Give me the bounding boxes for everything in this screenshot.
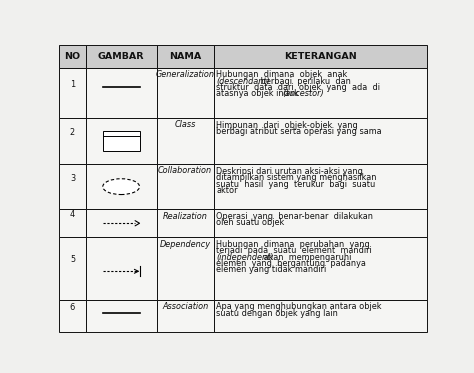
Text: atasnya objek induk: atasnya objek induk	[217, 89, 302, 98]
Text: Deskripsi dari urutan aksi-aksi yang: Deskripsi dari urutan aksi-aksi yang	[217, 167, 364, 176]
Text: Dependency: Dependency	[160, 239, 210, 248]
Text: Association: Association	[162, 302, 208, 311]
Bar	[156, 209, 213, 237]
Text: (independent): (independent)	[217, 253, 274, 262]
Text: berbagi atribut serta operasi yang sama: berbagi atribut serta operasi yang sama	[217, 127, 382, 136]
Text: Himpunan  dari  objek-objek  yang: Himpunan dari objek-objek yang	[217, 121, 358, 130]
Text: terjadi  pada  suatu  element  mandiri: terjadi pada suatu element mandiri	[217, 247, 372, 256]
Text: Collaboration: Collaboration	[158, 166, 212, 175]
Text: 3: 3	[70, 173, 75, 182]
Text: 5: 5	[70, 255, 75, 264]
Text: KETERANGAN: KETERANGAN	[284, 51, 356, 61]
Bar	[156, 118, 213, 164]
Bar	[59, 118, 86, 164]
Text: 2: 2	[70, 128, 75, 137]
Bar	[59, 45, 86, 68]
Text: aktor: aktor	[217, 186, 238, 195]
Bar	[86, 209, 156, 237]
Text: oleh suatu objek: oleh suatu objek	[217, 219, 285, 228]
Bar	[213, 68, 427, 118]
Bar	[156, 300, 213, 332]
Bar	[86, 68, 156, 118]
Bar	[156, 68, 213, 118]
Bar	[213, 209, 427, 237]
Text: 6: 6	[70, 303, 75, 312]
Text: berbagi  perilaku  dan: berbagi perilaku dan	[258, 77, 351, 86]
Text: suatu  hasil  yang  terukur  bagi  suatu: suatu hasil yang terukur bagi suatu	[217, 179, 376, 189]
Text: Class: Class	[174, 120, 196, 129]
Text: Generalization: Generalization	[155, 70, 215, 79]
Bar	[86, 118, 156, 164]
Bar	[213, 118, 427, 164]
Bar	[59, 68, 86, 118]
Bar	[213, 164, 427, 209]
Bar	[86, 237, 156, 300]
Text: (ancestor): (ancestor)	[283, 89, 324, 98]
Text: NO: NO	[64, 51, 81, 61]
Text: 4: 4	[70, 210, 75, 219]
Text: NAMA: NAMA	[169, 51, 201, 61]
Text: Operasi  yang  benar-benar  dilakukan: Operasi yang benar-benar dilakukan	[217, 212, 374, 221]
Text: ditampilkan sistem yang menghasilkan: ditampilkan sistem yang menghasilkan	[217, 173, 377, 182]
Bar	[213, 300, 427, 332]
Text: Hubungan  dimana  perubahan  yang: Hubungan dimana perubahan yang	[217, 240, 370, 249]
Text: struktur  data  dari  objek  yang  ada  di: struktur data dari objek yang ada di	[217, 83, 381, 92]
Text: Hubungan  dimana  objek  anak: Hubungan dimana objek anak	[217, 70, 348, 79]
Text: 1: 1	[70, 79, 75, 89]
Bar	[213, 45, 427, 68]
Bar	[59, 300, 86, 332]
Text: Realization: Realization	[163, 211, 208, 220]
Bar	[86, 45, 156, 68]
Ellipse shape	[103, 179, 139, 195]
Bar	[59, 237, 86, 300]
Text: akan  mempengaruhi: akan mempengaruhi	[261, 253, 351, 262]
Text: suatu dengan objek yang lain: suatu dengan objek yang lain	[217, 309, 338, 318]
Text: elemen  yang  bergantung  padanya: elemen yang bergantung padanya	[217, 259, 366, 268]
Text: Apa yang menghubungkan antara objek: Apa yang menghubungkan antara objek	[217, 303, 382, 311]
Bar	[103, 131, 139, 151]
Bar	[213, 237, 427, 300]
Bar	[156, 237, 213, 300]
Bar	[156, 45, 213, 68]
Bar	[59, 209, 86, 237]
Text: GAMBAR: GAMBAR	[98, 51, 145, 61]
Bar	[86, 164, 156, 209]
Bar	[86, 300, 156, 332]
Bar	[156, 164, 213, 209]
Text: elemen yang tidak mandiri: elemen yang tidak mandiri	[217, 266, 327, 275]
Bar	[59, 164, 86, 209]
Text: (descendant): (descendant)	[217, 77, 270, 86]
